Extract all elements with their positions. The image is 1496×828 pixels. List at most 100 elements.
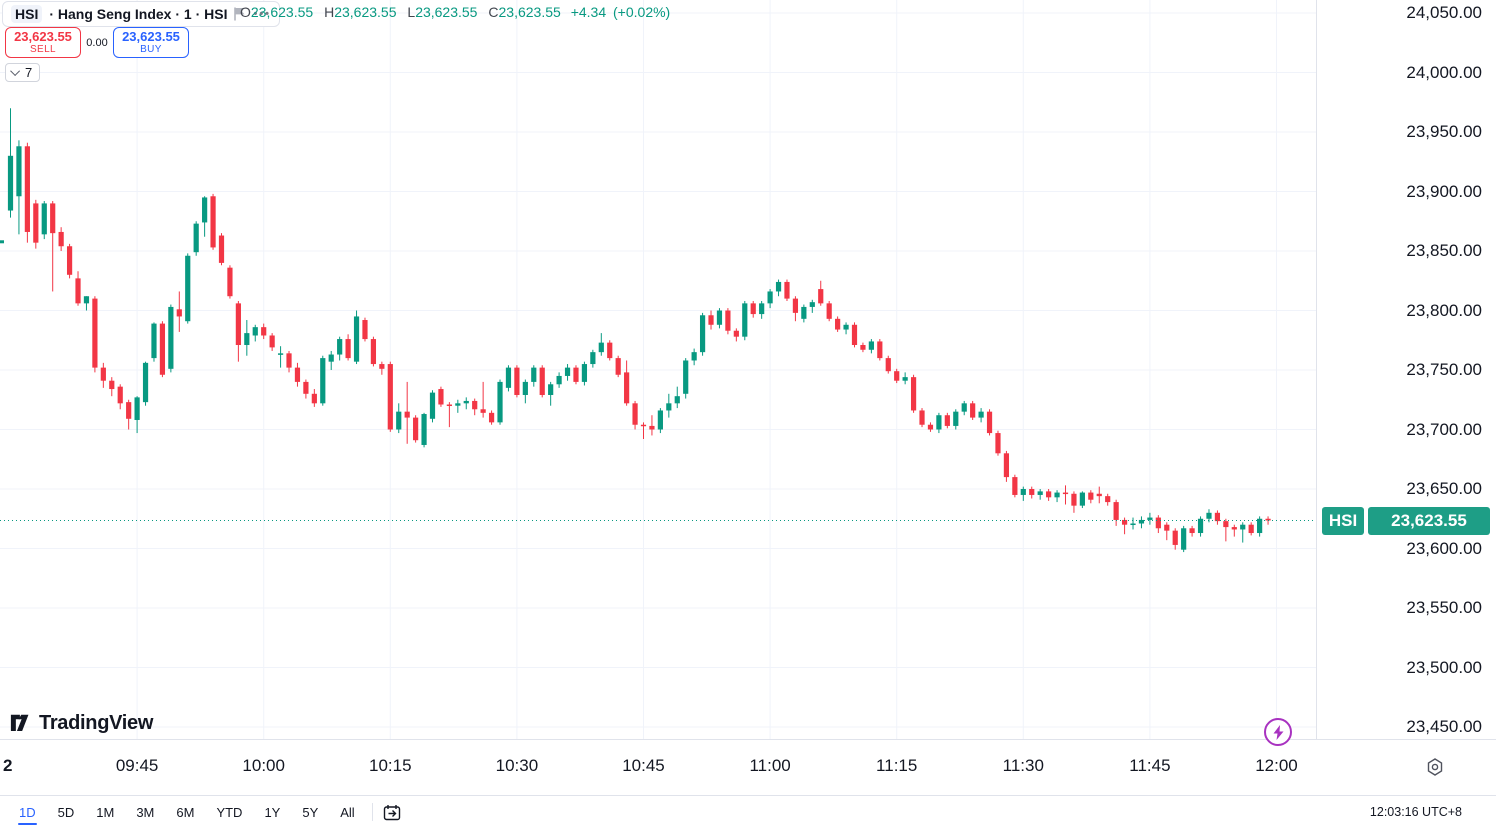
range-button-1m[interactable]: 1M	[96, 804, 115, 820]
candle-body	[126, 402, 132, 419]
candle-body	[244, 333, 250, 346]
candle-body	[379, 364, 385, 369]
price-axis-tick: 23,700.00	[1406, 419, 1482, 439]
candle-body	[522, 381, 528, 395]
candle-body	[1012, 477, 1018, 495]
candle-body	[328, 354, 334, 362]
candle-body	[337, 339, 343, 355]
tradingview-logo[interactable]: TradingView	[10, 712, 153, 735]
candle-body	[218, 235, 225, 263]
candle-body	[843, 324, 849, 330]
more-options-icon[interactable]: •••	[253, 8, 272, 20]
time-axis-tick: 10:30	[495, 756, 539, 775]
candle-body	[674, 396, 680, 404]
candle-body	[564, 367, 571, 376]
sell-button[interactable]: 23,623.55 SELL	[5, 27, 81, 58]
candle-body	[1240, 524, 1246, 530]
candle-body	[176, 309, 182, 317]
candle-body	[1071, 493, 1077, 506]
range-button-6m[interactable]: 6M	[176, 804, 195, 820]
candle-body	[134, 397, 140, 420]
footer-divider	[371, 803, 373, 821]
chart-canvas[interactable]	[0, 0, 1316, 739]
price-axis-tick: 24,050.00	[1406, 3, 1482, 22]
candle-body	[598, 342, 604, 353]
range-button-5y[interactable]: 5Y	[302, 804, 319, 820]
candle-body	[944, 415, 950, 426]
low-label: L	[407, 4, 416, 20]
high-value: 23,623.55	[334, 4, 397, 20]
price-axis-tick: 23,500.00	[1406, 657, 1482, 677]
candle-body	[50, 203, 56, 234]
range-button-1d[interactable]: 1D	[12, 803, 43, 825]
range-button-3m[interactable]: 3M	[136, 804, 155, 820]
candle-body	[581, 364, 588, 382]
candle-body	[413, 417, 419, 441]
candle-body	[818, 289, 824, 304]
high-label: H	[324, 4, 335, 20]
price-axis[interactable]: 24,050.00 24,000.00 23,950.00 23,900.00 23,8…	[1316, 0, 1496, 795]
go-to-date-icon[interactable]	[383, 804, 401, 821]
candle-body	[1046, 491, 1052, 498]
range-button-5d[interactable]: 5D	[57, 804, 75, 820]
symbol-name[interactable]: HSI	[11, 5, 43, 23]
candle-body	[142, 362, 149, 403]
tradingview-logo-icon	[10, 714, 29, 731]
candle-body	[1020, 489, 1026, 495]
candle-body	[252, 327, 258, 336]
candle-body	[1079, 492, 1085, 506]
lightning-bolt-icon	[1273, 724, 1283, 740]
candle-body	[16, 146, 22, 197]
price-axis-tick: 23,750.00	[1406, 360, 1482, 379]
candle-body	[531, 367, 537, 382]
candle-body	[767, 291, 773, 304]
price-axis-tick: 23,800.00	[1406, 300, 1482, 320]
time-axis-tick: 10:00	[242, 756, 285, 775]
candle-body	[1096, 493, 1102, 497]
open-label: O	[240, 4, 251, 20]
candle-body	[573, 367, 579, 382]
tracking-count: 7	[25, 65, 33, 80]
candle-body	[277, 353, 284, 355]
candle-body	[472, 400, 478, 410]
candlestick-chart[interactable]	[0, 0, 1316, 739]
candle-body	[151, 323, 157, 359]
candle-body	[1105, 496, 1111, 503]
range-button-1y[interactable]: 1Y	[264, 804, 281, 820]
footer-toolbar: 1D 5D 1M 3M 6M YTD 1Y 5Y All 12:03:16 UTC+8	[0, 795, 1496, 828]
range-button-ytd[interactable]: YTD	[216, 804, 243, 820]
candle-body	[1206, 512, 1212, 519]
candle-body	[607, 342, 613, 359]
candle-body	[666, 403, 672, 411]
candle-body	[1088, 492, 1094, 500]
candle-body	[860, 345, 866, 350]
last-price-label: HSI 23,623.55	[1322, 507, 1490, 535]
candle-body	[261, 327, 267, 336]
candle-body	[505, 367, 512, 388]
symbol-legend[interactable]: HSI · Hang Seng Index · 1 · HSI •••	[2, 1, 281, 27]
candle-body	[1223, 521, 1229, 528]
flag-icon[interactable]	[234, 7, 246, 21]
buy-button[interactable]: 23,623.55 BUY	[113, 27, 189, 58]
time-axis[interactable]: 2 09:45 10:00 10:15 10:30 10:45 11:00 11:15 11:…	[0, 739, 1496, 795]
candle-body	[691, 352, 697, 361]
axis-settings-gear-icon[interactable]	[1426, 758, 1444, 781]
candle-body	[446, 404, 452, 407]
candle-body	[1155, 517, 1161, 529]
candle-body	[455, 403, 461, 406]
session-event-icon[interactable]	[1264, 718, 1292, 746]
candle-body	[725, 310, 731, 331]
candle-body	[362, 320, 368, 340]
price-axis-tick: 23,550.00	[1406, 598, 1482, 617]
price-axis-tick: 23,600.00	[1406, 538, 1482, 558]
candle-body	[497, 381, 503, 423]
range-button-all[interactable]: All	[340, 804, 355, 820]
candle-body	[801, 306, 807, 319]
candle-body	[66, 246, 73, 275]
tracking-dropdown[interactable]: 7	[5, 63, 41, 82]
last-price-value: 23,623.55	[1368, 507, 1490, 535]
candle-body	[24, 146, 30, 232]
candle-body	[7, 155, 14, 211]
candle-body	[809, 302, 815, 307]
candle-body	[1054, 492, 1060, 498]
